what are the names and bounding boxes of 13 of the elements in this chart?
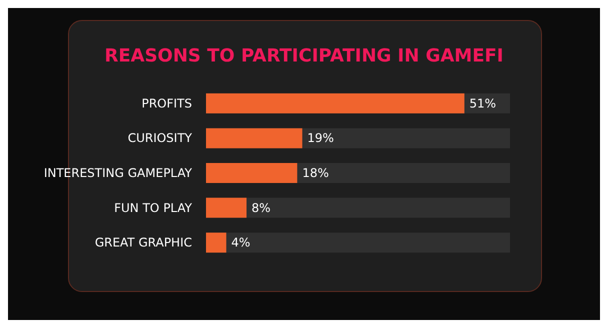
data-label: 18% <box>302 166 329 180</box>
bar <box>206 198 247 218</box>
chart-title: REASONS TO PARTICIPATING IN GAMEFI <box>104 46 504 66</box>
data-label: 4% <box>231 236 250 250</box>
data-label: 51% <box>469 96 496 110</box>
bar <box>206 232 226 253</box>
data-label: 8% <box>252 200 271 215</box>
y-tick-label: FUN TO PLAY <box>114 200 193 215</box>
y-tick-label: PROFITS <box>142 96 192 110</box>
data-label: 19% <box>307 131 334 146</box>
y-tick-label: INTERESTING GAMEPLAY <box>44 166 193 180</box>
y-tick-label: CURIOSITY <box>128 131 193 146</box>
y-tick-label: GREAT GRAPHIC <box>94 236 192 250</box>
